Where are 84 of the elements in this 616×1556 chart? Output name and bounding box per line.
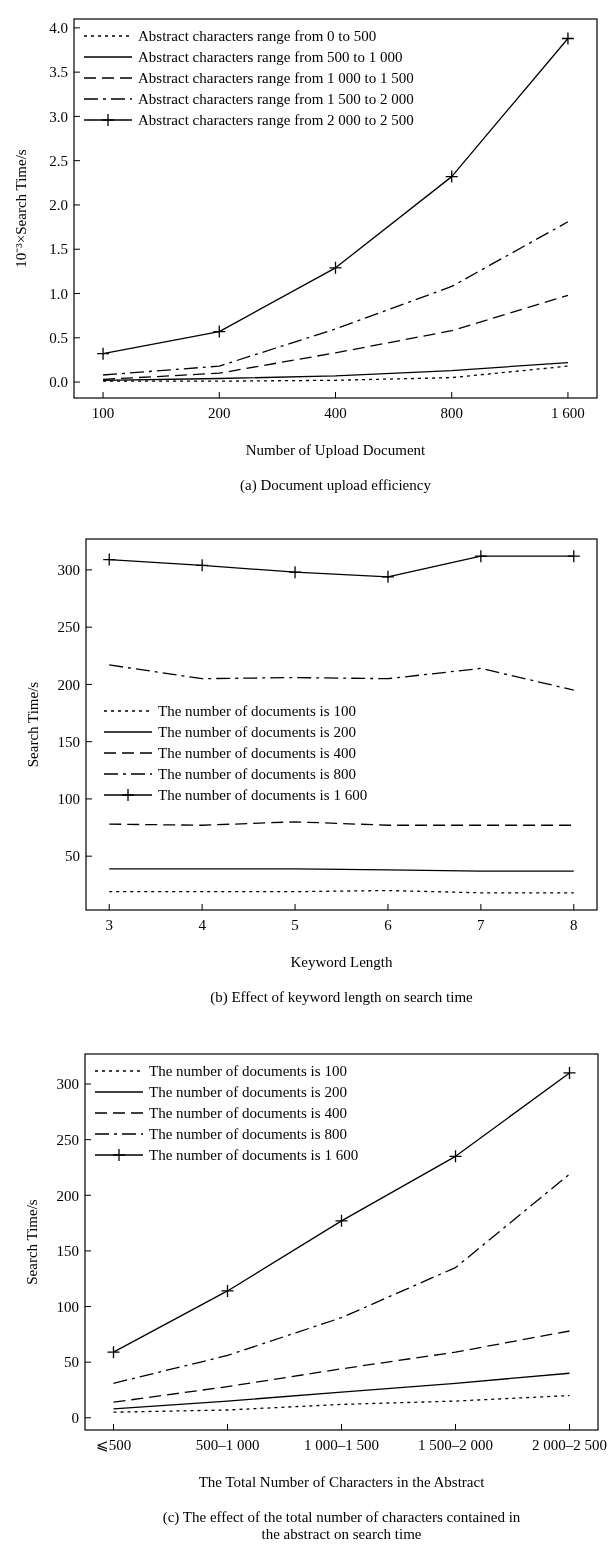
y-tick-label: 4.0 (49, 20, 68, 37)
y-axis-title: Search Time/s (24, 1199, 40, 1285)
text: (b) Effect of keyword length on search time (210, 989, 474, 1006)
line-series (112, 1372, 571, 1410)
y-tick-label: 3.5 (49, 64, 68, 81)
point (334, 1214, 349, 1228)
legend-label: The number of documents is 1 600 (158, 787, 368, 804)
point (562, 1066, 577, 1080)
point (220, 1284, 235, 1298)
point (561, 31, 575, 46)
point (96, 347, 110, 361)
legend-label: The number of documents is 200 (149, 1084, 347, 1101)
legend-label: Abstract characters range from 1 000 to 1 500 (138, 70, 414, 87)
legend-label: Abstract characters range from 2 000 to 2 500 (138, 112, 414, 129)
x-tick-label: 8 (570, 917, 578, 933)
legend-label: The number of documents is 100 (149, 1063, 347, 1080)
line-series (102, 221, 569, 376)
point (567, 549, 581, 563)
x-tick-label: 6 (384, 917, 393, 933)
y-tick-label: 200 (56, 1187, 79, 1204)
legend-label: Abstract characters range from 0 to 500 (138, 28, 377, 45)
x-tick-label: 2 000–2 500 (532, 1437, 607, 1453)
point (474, 549, 488, 563)
y-tick-label: 0 (71, 1410, 79, 1427)
y-tick-label: 1.5 (49, 241, 68, 258)
text: (c) The effect of the total number of characters contained in the abstract on search time (162, 1509, 521, 1542)
legend-label: The number of documents is 400 (158, 745, 356, 762)
point (106, 1345, 121, 1359)
x-tick-label: 5 (291, 917, 299, 933)
legend-label: Abstract characters range from 500 to 1 000 (138, 49, 403, 66)
y-axis-title: Search Time/s (25, 681, 41, 768)
x-tick-label: 800 (440, 405, 463, 421)
legend-label: The number of documents is 100 (158, 703, 356, 720)
y-tick-label: 300 (57, 562, 80, 579)
line-series (108, 664, 575, 691)
x-tick-label: 100 (91, 405, 115, 421)
legend-label: The number of documents is 400 (149, 1105, 347, 1122)
point (288, 565, 302, 579)
x-tick-label: 400 (324, 405, 347, 421)
x-tick-label: 7 (477, 917, 486, 933)
y-tick-label: 100 (57, 791, 80, 808)
legend-label: The number of documents is 800 (149, 1126, 347, 1143)
line-series (112, 1394, 571, 1413)
legend-label: The number of documents is 200 (158, 724, 356, 741)
y-tick-label: 2.5 (49, 152, 68, 169)
x-tick-label: 1 000–1 500 (304, 1437, 379, 1453)
x-axis-title: Number of Upload Document (245, 442, 427, 458)
y-tick-label: 0.0 (49, 374, 68, 391)
x-tick-label: ⩽500 (95, 1437, 132, 1453)
y-tick-label: 1.0 (49, 285, 68, 302)
y-tick-label: 0.5 (49, 330, 68, 347)
y-tick-label: 250 (56, 1131, 79, 1148)
y-tick-label: 250 (57, 619, 80, 636)
y-tick-label: 50 (65, 848, 80, 865)
line-series (112, 1173, 571, 1384)
y-tick-label: 50 (64, 1354, 79, 1371)
y-tick-label: 150 (56, 1243, 79, 1260)
x-tick-label: 1 500–2 000 (418, 1437, 493, 1453)
x-tick-label: 3 (105, 917, 113, 933)
point (445, 169, 459, 184)
y-tick-label: 200 (57, 676, 80, 693)
legend-label: Abstract characters range from 1 500 to 2 000 (138, 91, 414, 108)
x-tick-label: 4 (198, 917, 207, 933)
point (212, 324, 226, 339)
y-tick-label: 3.0 (49, 108, 68, 125)
y-axis-title: 10⁻³×Search Time/s (13, 149, 29, 268)
x-axis-title: Keyword Length (290, 954, 394, 970)
line-series (112, 1330, 571, 1403)
y-tick-label: 100 (56, 1298, 79, 1315)
text: (a) Document upload efficiency (240, 477, 432, 494)
point (102, 552, 116, 567)
legend-label: The number of documents is 800 (158, 766, 356, 783)
legend-label: The number of documents is 1 600 (149, 1147, 359, 1164)
y-tick-label: 150 (57, 733, 80, 750)
y-tick-label: 300 (56, 1076, 79, 1093)
point (448, 1149, 463, 1163)
y-tick-label: 2.0 (49, 197, 68, 214)
x-tick-label: 500–1 000 (195, 1437, 260, 1453)
x-tick-label: 200 (208, 405, 231, 421)
point (195, 558, 209, 572)
x-axis-title: The Total Number of Characters in the Abstract (198, 1474, 486, 1490)
point (381, 570, 395, 584)
point (328, 261, 343, 275)
x-tick-label: 1 600 (551, 405, 585, 421)
